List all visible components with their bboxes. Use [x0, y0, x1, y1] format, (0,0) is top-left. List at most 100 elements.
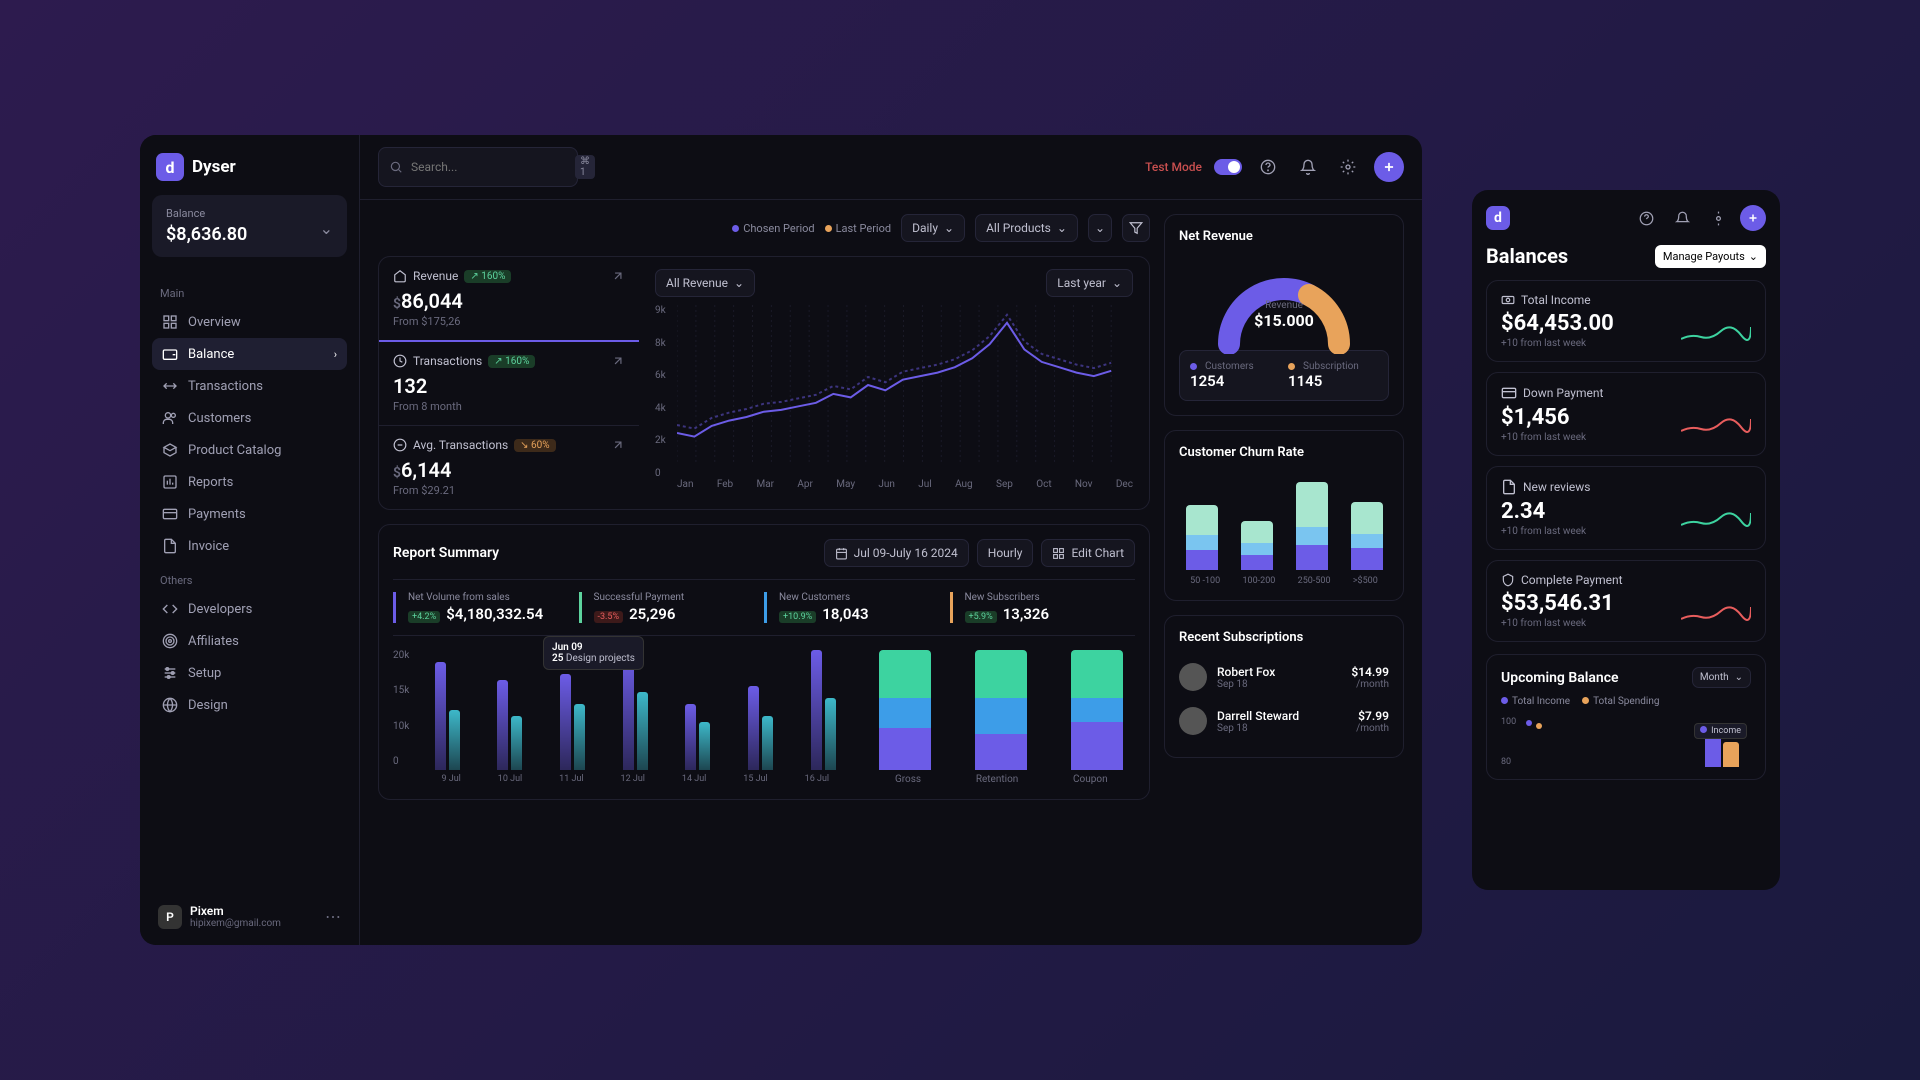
stat-value: $6,144 [393, 458, 625, 482]
mobile-card-new-reviews[interactable]: New reviews 2.34 +10 from last week [1486, 466, 1766, 550]
gear-icon[interactable] [1334, 153, 1362, 181]
stat-sub: From $175,26 [393, 315, 625, 328]
upcoming-chart: 100 80 Income [1501, 717, 1751, 767]
sub-name: Darrell Steward [1217, 709, 1299, 723]
report-panel: Report Summary Jul 09-July 16 2024 Hourl… [378, 524, 1150, 800]
sub-unit: /month [1356, 723, 1389, 734]
manage-payouts-button[interactable]: Manage Payouts⌄ [1655, 245, 1766, 268]
search-icon [389, 160, 403, 174]
add-button[interactable] [1740, 205, 1766, 231]
kpi-label: New Subscribers [965, 592, 1124, 603]
kpi-badge: +5.9% [965, 611, 997, 623]
churn-bar [1351, 502, 1383, 570]
mobile-card-down-payment[interactable]: Down Payment $1,456 +10 from last week [1486, 372, 1766, 456]
sub-item[interactable]: Robert Fox Sep 18 $14.99 /month [1179, 655, 1389, 699]
add-button[interactable] [1374, 152, 1404, 182]
kpi-badge: +4.2% [408, 611, 440, 623]
bell-icon[interactable] [1294, 153, 1322, 181]
card-icon [1501, 293, 1515, 307]
stat-icon [393, 354, 407, 368]
sparkline [1681, 505, 1751, 535]
upcoming-tooltip: Income [1694, 723, 1747, 739]
stat-card-transactions[interactable]: Transactions ↗ 160% 132 From 8 month [379, 342, 639, 426]
month-dropdown[interactable]: Month⌄ [1692, 667, 1751, 688]
filter-bar: Chosen Period Last Period Daily⌄ All Pro… [378, 214, 1150, 242]
sidebar-item-customers[interactable]: Customers [152, 402, 347, 434]
stat-icon [393, 438, 407, 452]
expand-icon[interactable] [611, 354, 625, 368]
sidebar-item-design[interactable]: Design [152, 689, 347, 721]
net-revenue-panel: Net Revenue Revenue $15.000 Customers125… [1164, 214, 1404, 416]
sidebar-item-payments[interactable]: Payments [152, 498, 347, 530]
sliders-icon [162, 665, 178, 681]
sidebar-item-reports[interactable]: Reports [152, 466, 347, 498]
stack-bar [975, 650, 1027, 770]
sidebar-item-transactions[interactable]: Transactions [152, 370, 347, 402]
donut-stat: Subscription1145 [1288, 361, 1378, 390]
sub-item[interactable]: Darrell Steward Sep 18 $7.99 /month [1179, 699, 1389, 743]
chevron-right-icon: › [334, 348, 337, 361]
more-icon[interactable]: ⋯ [325, 907, 341, 926]
help-icon[interactable] [1254, 153, 1282, 181]
hourly-button[interactable]: Hourly [977, 539, 1034, 567]
sidebar-item-overview[interactable]: Overview [152, 306, 347, 338]
sidebar-item-product-catalog[interactable]: Product Catalog [152, 434, 347, 466]
expand-icon[interactable] [611, 269, 625, 283]
stat-badge: ↘ 60% [514, 439, 555, 452]
daily-dropdown[interactable]: Daily⌄ [901, 214, 965, 242]
sidebar-item-setup[interactable]: Setup [152, 657, 347, 689]
more-dropdown[interactable]: ⌄ [1088, 214, 1112, 242]
stats-chart-panel: Revenue ↗ 160% $86,044 From $175,26 Tran… [378, 256, 1150, 510]
bar-group [497, 680, 522, 770]
kpi-label: New Customers [779, 592, 938, 603]
help-icon[interactable] [1632, 204, 1660, 232]
stat-card-avg--transactions[interactable]: Avg. Transactions ↘ 60% $6,144 From $29.… [379, 426, 639, 509]
swap-icon [162, 378, 178, 394]
filter-button[interactable] [1122, 214, 1150, 242]
donut-stat: Customers1254 [1190, 361, 1280, 390]
mobile-card-complete-payment[interactable]: Complete Payment $53,546.31 +10 from las… [1486, 560, 1766, 642]
nav-label: Reports [188, 475, 233, 490]
avatar[interactable]: P [158, 905, 182, 929]
stat-card-revenue[interactable]: Revenue ↗ 160% $86,044 From $175,26 [379, 257, 639, 342]
box-icon [162, 442, 178, 458]
sparkline [1681, 319, 1751, 349]
nav-label: Customers [188, 411, 251, 426]
edit-chart-button[interactable]: Edit Chart [1041, 539, 1135, 567]
churn-bar [1296, 482, 1328, 570]
stat-icon [393, 269, 407, 283]
expand-icon[interactable] [611, 438, 625, 452]
churn-title: Customer Churn Rate [1179, 445, 1389, 460]
subs-title: Recent Subscriptions [1179, 630, 1389, 645]
card-icon [1501, 573, 1515, 587]
sidebar-item-balance[interactable]: Balance› [152, 338, 347, 370]
gear-icon[interactable] [1704, 204, 1732, 232]
products-dropdown[interactable]: All Products⌄ [975, 214, 1078, 242]
kpi-value: 25,296 [629, 605, 675, 623]
report-stack-chart: GrossRetentionCoupon [868, 650, 1135, 785]
search-field[interactable] [411, 160, 567, 174]
nav-label: Affiliates [188, 634, 239, 649]
sidebar-item-invoice[interactable]: Invoice [152, 530, 347, 562]
sidebar-item-affiliates[interactable]: Affiliates [152, 625, 347, 657]
mobile-card-total-income[interactable]: Total Income $64,453.00 +10 from last we… [1486, 280, 1766, 362]
kpi-badge: -3.5% [594, 611, 624, 623]
search-input[interactable]: ⌘ 1 [378, 147, 578, 187]
report-title: Report Summary [393, 545, 816, 561]
date-range-button[interactable]: Jul 09-July 16 2024 [824, 539, 969, 567]
card-icon [1501, 479, 1517, 495]
last-year-dropdown[interactable]: Last year⌄ [1046, 269, 1133, 297]
donut-label: Revenue [1254, 300, 1314, 311]
bar-tooltip: Jun 09 25 Design projects [543, 636, 644, 670]
sidebar-item-developers[interactable]: Developers [152, 593, 347, 625]
user-email: hipixem@gmail.com [190, 918, 281, 929]
stat-value: 132 [393, 374, 625, 398]
all-revenue-dropdown[interactable]: All Revenue⌄ [655, 269, 755, 297]
chevron-down-icon[interactable]: ⌄ [320, 219, 333, 238]
users-icon [162, 410, 178, 426]
chevron-down-icon: ⌄ [944, 221, 954, 235]
balance-card[interactable]: Balance $8,636.80 ⌄ [152, 195, 347, 257]
bell-icon[interactable] [1668, 204, 1696, 232]
test-mode-toggle[interactable] [1214, 159, 1242, 175]
nav-label: Developers [188, 602, 252, 617]
